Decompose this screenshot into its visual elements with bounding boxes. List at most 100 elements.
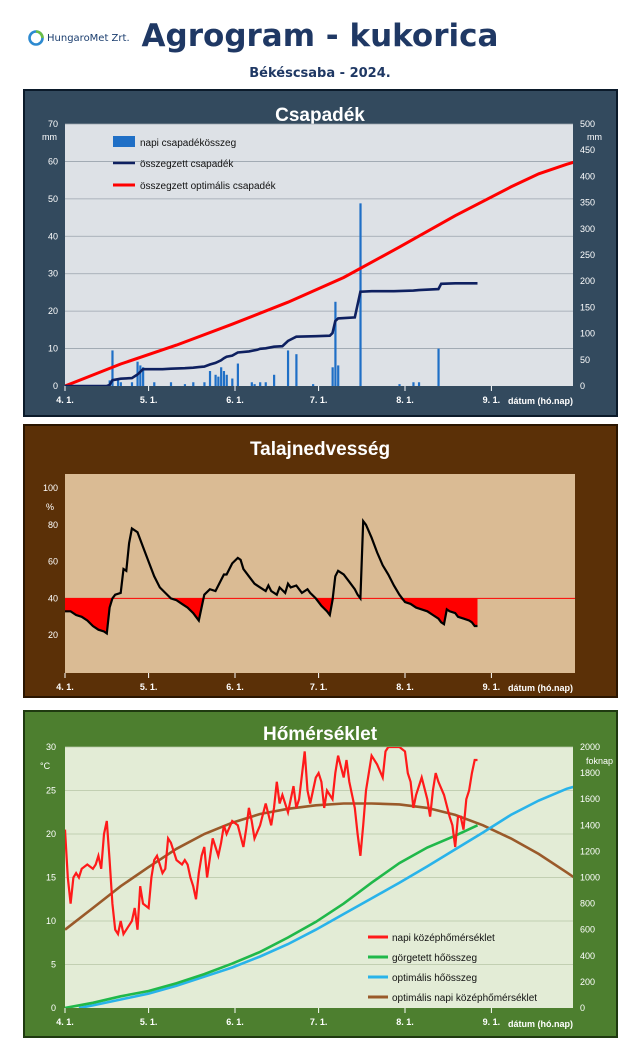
- precipitation-bar: [259, 382, 262, 386]
- precipitation-bar: [139, 365, 142, 386]
- legend-label-optimal-cumulative-precipitation: összegzett optimális csapadék: [140, 181, 277, 192]
- y-tick-label: 2000: [580, 742, 600, 752]
- y-tick-label: 400: [580, 171, 595, 181]
- x-tick-label: 7. 1.: [310, 682, 328, 692]
- y-tick-label: 1000: [580, 873, 600, 883]
- rolling-heat-sum-line: [65, 824, 479, 1008]
- y-tick-label: 450: [580, 145, 595, 155]
- y-tick-label: 10: [46, 916, 56, 926]
- precipitation-bar: [192, 382, 195, 386]
- logo: HungaroMet Zrt.: [28, 30, 130, 46]
- legend-swatch-daily-precipitation: [113, 136, 135, 147]
- temperature-left-unit: °C: [40, 761, 51, 771]
- precipitation-bar: [183, 384, 187, 386]
- y-tick-label: 20: [46, 829, 56, 839]
- y-tick-label: 0: [51, 1003, 56, 1013]
- cumulative-precipitation-line: [65, 281, 478, 386]
- page-subtitle: Békéscsaba - 2024.: [249, 66, 391, 81]
- y-tick-label: 10: [48, 344, 58, 354]
- precipitation-bar: [398, 384, 401, 386]
- y-tick-label: 40: [48, 231, 58, 241]
- precipitation-x-axis: 4. 1. 5. 1. 6. 1. 7. 1. 8. 1. 9. 1.: [56, 386, 500, 405]
- precipitation-plot-area: [65, 124, 573, 386]
- temperature-x-axis: 4. 1. 5. 1. 6. 1. 7. 1. 8. 1. 9. 1.: [56, 1008, 500, 1027]
- precipitation-bar: [273, 374, 276, 386]
- y-tick-label: 15: [46, 873, 56, 883]
- legend-label-optimal-heat-sum: optimális hőösszeg: [392, 973, 477, 984]
- precipitation-bar: [312, 384, 315, 386]
- precipitation-bar: [331, 367, 334, 386]
- y-tick-label: 0: [580, 1003, 585, 1013]
- x-tick-label: 8. 1.: [396, 682, 414, 692]
- y-tick-label: 100: [580, 329, 595, 339]
- precipitation-title: Csapadék: [275, 105, 365, 126]
- page-title: Agrogram - kukorica: [141, 18, 499, 54]
- daily-mean-temperature-line: [65, 747, 478, 937]
- y-tick-label: 300: [580, 224, 595, 234]
- logo-text: HungaroMet Zrt.: [47, 32, 130, 44]
- y-tick-label: 0: [53, 381, 58, 391]
- precipitation-bar: [337, 365, 340, 386]
- x-tick-label: 9. 1.: [483, 395, 501, 405]
- precipitation-bar: [437, 348, 440, 386]
- precipitation-bar: [169, 382, 173, 386]
- soil-moisture-line: [65, 517, 478, 636]
- precipitation-bar: [214, 374, 217, 386]
- y-tick-label: 150: [580, 302, 595, 312]
- soil-moisture-x-axis: 4. 1. 5. 1. 6. 1. 7. 1. 8. 1. 9. 1.: [56, 673, 500, 692]
- y-tick-label: 0: [580, 381, 585, 391]
- y-tick-label: 500: [580, 119, 595, 129]
- x-tick-label: 5. 1.: [140, 395, 158, 405]
- y-tick-label: 1400: [580, 820, 600, 830]
- precipitation-bar: [417, 382, 421, 386]
- soil-moisture-title: Talajnedvesség: [250, 439, 390, 460]
- precipitation-bar: [250, 382, 253, 386]
- y-tick-label: 70: [48, 119, 58, 129]
- precipitation-bar: [295, 354, 298, 386]
- x-tick-label: 6. 1.: [226, 395, 244, 405]
- precipitation-bar: [222, 371, 226, 386]
- legend-label-daily-precipitation: napi csapadékösszeg: [140, 138, 236, 149]
- optimal-heat-sum-line: [78, 785, 573, 1008]
- x-tick-label: 9. 1.: [483, 1017, 501, 1027]
- precipitation-legend: napi csapadékösszeg összegzett csapadék …: [113, 136, 277, 192]
- temperature-title: Hőmérséklet: [263, 724, 378, 745]
- y-tick-label: 50: [48, 194, 58, 204]
- x-tick-label: 8. 1.: [396, 395, 414, 405]
- x-tick-label: 6. 1.: [226, 682, 244, 692]
- y-tick-label: 20: [48, 630, 58, 640]
- x-tick-label: 6. 1.: [226, 1017, 244, 1027]
- precipitation-bar: [116, 378, 120, 386]
- precipitation-left-axis: 0 10 20 30 40 50 60 70: [48, 119, 58, 391]
- precipitation-bar: [231, 378, 234, 386]
- precipitation-bar: [220, 367, 223, 386]
- y-tick-label: 600: [580, 925, 595, 935]
- legend-label-rolling-heat-sum: görgetett hőösszeg: [392, 953, 477, 964]
- temperature-x-label: dátum (hó.nap): [508, 1019, 573, 1029]
- precipitation-bar: [208, 371, 212, 386]
- temperature-right-unit: foknap: [586, 756, 613, 766]
- y-tick-label: 5: [51, 960, 56, 970]
- y-tick-label: 25: [46, 786, 56, 796]
- y-tick-label: 60: [48, 156, 58, 166]
- y-tick-label: 800: [580, 899, 595, 909]
- precipitation-right-axis: 0 50 100 150 200 250 300 350 400 450 500: [580, 119, 595, 391]
- precipitation-bar: [236, 363, 239, 386]
- legend-label-optimal-daily-mean-temperature: optimális napi középhőmérséklet: [392, 993, 537, 1004]
- optimal-cumulative-precipitation-line: [65, 160, 573, 386]
- precipitation-bar: [119, 382, 122, 386]
- x-tick-label: 5. 1.: [140, 1017, 158, 1027]
- y-tick-label: 1200: [580, 846, 600, 856]
- y-tick-label: 30: [48, 269, 58, 279]
- precipitation-bar: [217, 376, 220, 386]
- x-tick-label: 4. 1.: [56, 395, 74, 405]
- legend-label-cumulative-precipitation: összegzett csapadék: [140, 159, 234, 170]
- y-tick-label: 1800: [580, 768, 600, 778]
- precipitation-bar: [153, 382, 156, 386]
- precipitation-right-unit: mm: [587, 132, 602, 142]
- precipitation-bar: [286, 350, 290, 386]
- precipitation-bar: [253, 384, 256, 386]
